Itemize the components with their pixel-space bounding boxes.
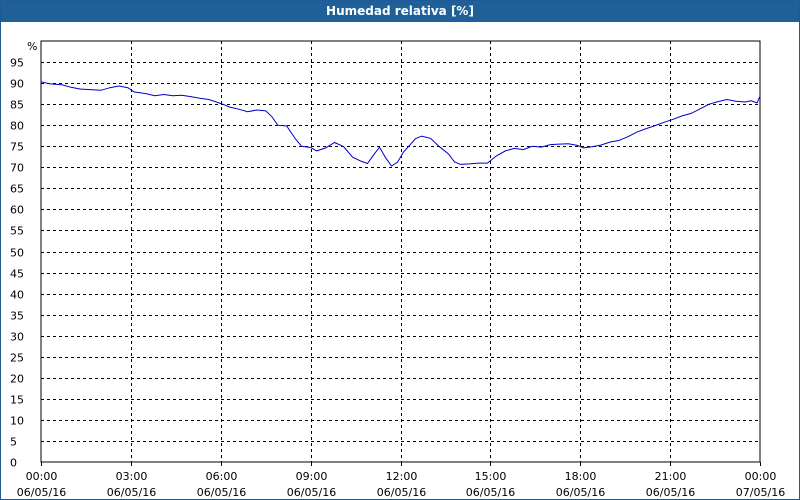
- y-tick-label: 35: [10, 310, 24, 323]
- y-tick-label: 50: [10, 247, 24, 260]
- x-tick-time-label: 00:00: [26, 470, 58, 483]
- x-tick-time-label: 06:00: [206, 470, 238, 483]
- y-tick-label: 55: [10, 225, 24, 238]
- y-tick-label: 40: [10, 289, 24, 302]
- x-tick-date-label: 06/05/16: [377, 486, 426, 499]
- x-tick-date-label: 07/05/16: [736, 486, 785, 499]
- plot-area: [40, 40, 761, 463]
- x-tick-time-label: 00:00: [745, 470, 777, 483]
- x-tick-time-label: 03:00: [116, 470, 148, 483]
- y-tick-label: 90: [10, 78, 24, 91]
- y-tick-label: 45: [10, 268, 24, 281]
- x-tick-time-label: 09:00: [296, 470, 328, 483]
- x-tick-time-label: 12:00: [386, 470, 418, 483]
- y-tick-label: 5: [10, 436, 17, 449]
- x-tick-date-label: 06/05/16: [17, 486, 66, 499]
- x-tick-date-label: 06/05/16: [646, 486, 695, 499]
- x-tick-time-label: 21:00: [655, 470, 687, 483]
- y-tick-label: 65: [10, 183, 24, 196]
- x-tick-time-label: 15:00: [475, 470, 507, 483]
- x-tick-time-label: 18:00: [565, 470, 597, 483]
- y-tick-label: 70: [10, 162, 24, 175]
- y-tick-label: 15: [10, 394, 24, 407]
- y-tick-label: 95: [10, 57, 24, 70]
- y-axis-unit-label: %: [27, 40, 37, 53]
- y-tick-label: 30: [10, 331, 24, 344]
- y-tick-label: 85: [10, 99, 24, 112]
- humidity-series-line: [40, 81, 761, 167]
- y-tick-label: 75: [10, 141, 24, 154]
- y-tick-label: 20: [10, 373, 24, 386]
- y-tick-label: 0: [10, 457, 17, 470]
- y-tick-label: 80: [10, 120, 24, 133]
- x-tick-date-label: 06/05/16: [466, 486, 515, 499]
- x-tick-date-label: 06/05/16: [107, 486, 156, 499]
- x-tick-date-label: 06/05/16: [197, 486, 246, 499]
- chart-title-bar: Humedad relativa [%]: [1, 1, 799, 22]
- y-tick-label: 60: [10, 204, 24, 217]
- x-tick-date-label: 06/05/16: [556, 486, 605, 499]
- x-tick-date-label: 06/05/16: [287, 486, 336, 499]
- y-tick-label: 10: [10, 415, 24, 428]
- y-tick-label: 25: [10, 352, 24, 365]
